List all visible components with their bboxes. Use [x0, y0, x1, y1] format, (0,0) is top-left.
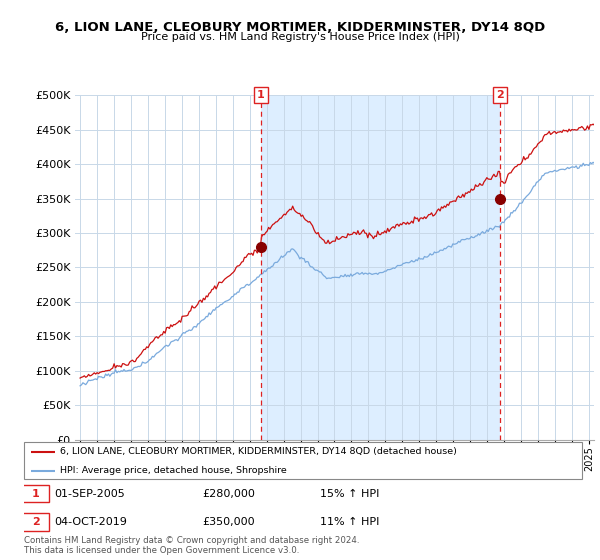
FancyBboxPatch shape — [24, 442, 582, 479]
Text: 2: 2 — [496, 90, 504, 100]
FancyBboxPatch shape — [22, 514, 49, 531]
Text: 6, LION LANE, CLEOBURY MORTIMER, KIDDERMINSTER, DY14 8QD: 6, LION LANE, CLEOBURY MORTIMER, KIDDERM… — [55, 21, 545, 34]
Text: £280,000: £280,000 — [203, 489, 256, 499]
Text: 6, LION LANE, CLEOBURY MORTIMER, KIDDERMINSTER, DY14 8QD (detached house): 6, LION LANE, CLEOBURY MORTIMER, KIDDERM… — [60, 447, 457, 456]
Text: 2: 2 — [32, 517, 40, 527]
Text: 04-OCT-2019: 04-OCT-2019 — [55, 517, 128, 527]
Text: HPI: Average price, detached house, Shropshire: HPI: Average price, detached house, Shro… — [60, 466, 287, 475]
Text: 1: 1 — [257, 90, 265, 100]
Text: 15% ↑ HPI: 15% ↑ HPI — [320, 489, 379, 499]
Text: Contains HM Land Registry data © Crown copyright and database right 2024.: Contains HM Land Registry data © Crown c… — [24, 536, 359, 545]
Text: 1: 1 — [32, 489, 40, 499]
Text: £350,000: £350,000 — [203, 517, 255, 527]
Bar — [261, 95, 500, 440]
FancyBboxPatch shape — [22, 485, 49, 502]
Text: This data is licensed under the Open Government Licence v3.0.: This data is licensed under the Open Gov… — [24, 545, 299, 555]
Text: 11% ↑ HPI: 11% ↑ HPI — [320, 517, 379, 527]
Text: 01-SEP-2005: 01-SEP-2005 — [55, 489, 125, 499]
Text: Price paid vs. HM Land Registry's House Price Index (HPI): Price paid vs. HM Land Registry's House … — [140, 32, 460, 43]
